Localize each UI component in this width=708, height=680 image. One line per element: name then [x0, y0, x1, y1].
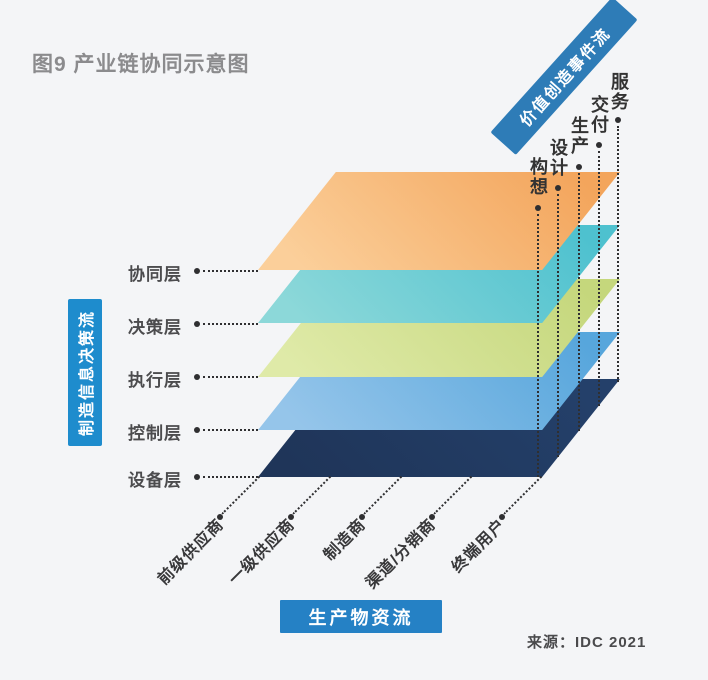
- stage-dot: [535, 205, 541, 211]
- decision-flow-label: 制造信息决策流: [79, 309, 97, 436]
- role-dot: [359, 514, 365, 520]
- role-dot: [499, 514, 505, 520]
- layer-label-execution: 执行层: [128, 371, 182, 390]
- leader-line: [203, 429, 258, 431]
- layer-label-equipment: 设备层: [128, 471, 182, 490]
- leader-dot: [194, 427, 200, 433]
- role-dot: [429, 514, 435, 520]
- source-credit: 来源：IDC 2021: [527, 634, 647, 651]
- leader-line: [203, 323, 258, 325]
- stage-label-delivery: 交付: [591, 95, 609, 136]
- role-leader-line: [363, 475, 403, 515]
- stage-label-concept: 构想: [530, 157, 548, 198]
- material-flow-label: 生产物资流: [308, 607, 414, 628]
- leader-line: [203, 270, 258, 272]
- role-dot: [288, 514, 294, 520]
- role-leader-line: [221, 475, 261, 515]
- stage-guide-line: [578, 173, 580, 431]
- leader-dot: [194, 474, 200, 480]
- stage-label-production: 生产: [571, 116, 589, 157]
- stage-dot: [615, 117, 621, 123]
- stage-guide-line: [557, 194, 559, 457]
- leader-dot: [194, 321, 200, 327]
- stage-dot: [596, 142, 602, 148]
- role-leader-line: [292, 475, 332, 515]
- leader-line: [203, 476, 258, 478]
- role-leader-line: [503, 475, 543, 515]
- layer-label-control: 控制层: [128, 424, 182, 443]
- stage-label-service: 服务: [611, 72, 629, 113]
- decision-flow-box: 制造信息决策流: [68, 299, 102, 446]
- layer-label-collaboration: 协同层: [128, 265, 182, 284]
- role-dot: [217, 514, 223, 520]
- figure-title: 图9 产业链协同示意图: [32, 53, 250, 76]
- stage-guide-line: [617, 126, 619, 382]
- role-leader-line: [433, 475, 473, 515]
- stage-dot: [555, 185, 561, 191]
- leader-line: [203, 376, 258, 378]
- stage-guide-line: [598, 151, 600, 406]
- layer-label-decision: 决策层: [128, 318, 182, 337]
- stage-dot: [576, 164, 582, 170]
- stage-label-design: 设计: [550, 138, 568, 179]
- material-flow-box: 生产物资流: [280, 600, 442, 633]
- stage-guide-line: [537, 214, 539, 477]
- leader-dot: [194, 374, 200, 380]
- leader-dot: [194, 268, 200, 274]
